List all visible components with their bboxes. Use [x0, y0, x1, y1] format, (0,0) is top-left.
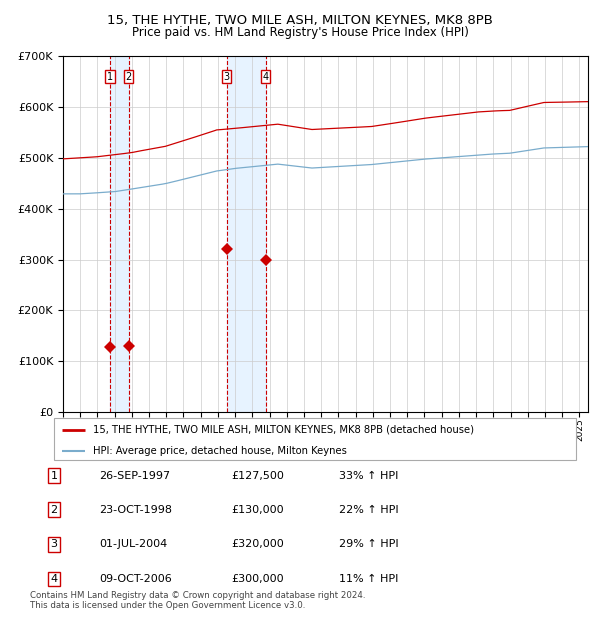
Text: Price paid vs. HM Land Registry's House Price Index (HPI): Price paid vs. HM Land Registry's House …	[131, 26, 469, 39]
Text: 1: 1	[107, 72, 113, 82]
Text: 4: 4	[50, 574, 58, 584]
Text: 01-JUL-2004: 01-JUL-2004	[99, 539, 167, 549]
Bar	[110, 56, 128, 412]
Bar	[227, 56, 266, 412]
Text: 2: 2	[50, 505, 58, 515]
Text: £127,500: £127,500	[231, 471, 284, 480]
Text: 26-SEP-1997: 26-SEP-1997	[99, 471, 170, 480]
Text: 22% ↑ HPI: 22% ↑ HPI	[339, 505, 398, 515]
Text: 15, THE HYTHE, TWO MILE ASH, MILTON KEYNES, MK8 8PB: 15, THE HYTHE, TWO MILE ASH, MILTON KEYN…	[107, 14, 493, 27]
Text: 29% ↑ HPI: 29% ↑ HPI	[339, 539, 398, 549]
Text: 11% ↑ HPI: 11% ↑ HPI	[339, 574, 398, 584]
Text: 09-OCT-2006: 09-OCT-2006	[99, 574, 172, 584]
Text: 15, THE HYTHE, TWO MILE ASH, MILTON KEYNES, MK8 8PB (detached house): 15, THE HYTHE, TWO MILE ASH, MILTON KEYN…	[93, 425, 474, 435]
FancyBboxPatch shape	[54, 418, 576, 460]
Text: 2: 2	[125, 72, 132, 82]
Text: £320,000: £320,000	[231, 539, 284, 549]
Text: 33% ↑ HPI: 33% ↑ HPI	[339, 471, 398, 480]
Text: £130,000: £130,000	[231, 505, 284, 515]
Text: £300,000: £300,000	[231, 574, 284, 584]
Text: 3: 3	[50, 539, 58, 549]
Text: 4: 4	[263, 72, 269, 82]
Text: 23-OCT-1998: 23-OCT-1998	[99, 505, 172, 515]
Text: Contains HM Land Registry data © Crown copyright and database right 2024.: Contains HM Land Registry data © Crown c…	[30, 591, 365, 600]
Text: HPI: Average price, detached house, Milton Keynes: HPI: Average price, detached house, Milt…	[93, 446, 347, 456]
Text: This data is licensed under the Open Government Licence v3.0.: This data is licensed under the Open Gov…	[30, 601, 305, 610]
Text: 3: 3	[223, 72, 230, 82]
Text: 1: 1	[50, 471, 58, 480]
